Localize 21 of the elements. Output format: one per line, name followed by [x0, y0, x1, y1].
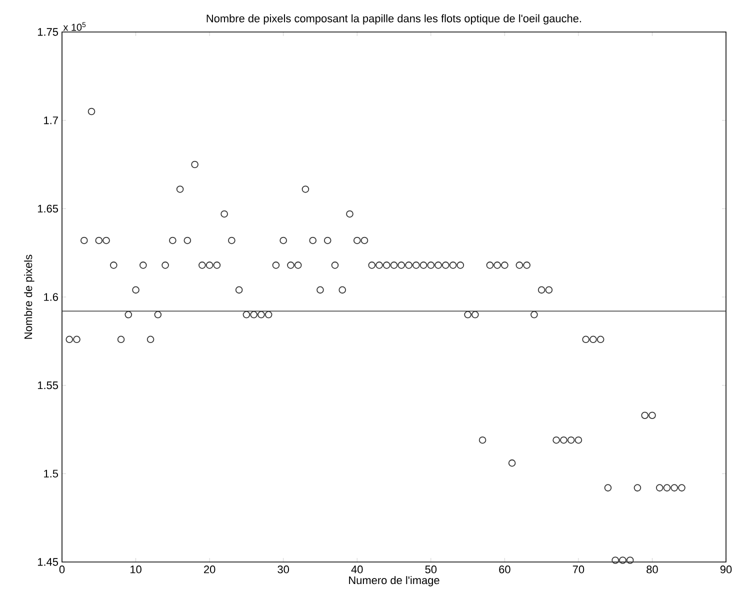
- y-tick-label: 1.55: [38, 382, 58, 390]
- x-tick-label: 60: [499, 566, 510, 574]
- y-axis-title: Nombre de pixels: [24, 254, 34, 339]
- x-tick-label: 90: [720, 566, 732, 574]
- y-tick-label: 1.6: [44, 293, 58, 301]
- x-tick-label: 80: [646, 566, 658, 574]
- x-tick-label: 40: [351, 566, 363, 574]
- x-axis-title: Numero de l'image: [349, 576, 440, 586]
- y-tick-label: 1.75: [38, 28, 58, 36]
- y-tick-label: 1.5: [44, 470, 58, 478]
- x-tick-label: 10: [130, 566, 142, 574]
- chart-title: Nombre de pixels composant la papille dans les flots optique de l'oeil gauche.: [206, 14, 581, 24]
- x-tick-label: 0: [59, 566, 65, 574]
- y-tick-label: 1.7: [44, 116, 58, 124]
- y-tick-label: 1.65: [38, 204, 58, 213]
- y-tick-label: 1.45: [38, 558, 58, 566]
- x-tick-label: 30: [278, 566, 289, 574]
- x-tick-label: 50: [425, 566, 437, 574]
- x-tick-label: 20: [204, 566, 216, 574]
- x-tick-label: 70: [572, 566, 584, 574]
- text: x 10$^{5}$: [63, 22, 86, 31]
